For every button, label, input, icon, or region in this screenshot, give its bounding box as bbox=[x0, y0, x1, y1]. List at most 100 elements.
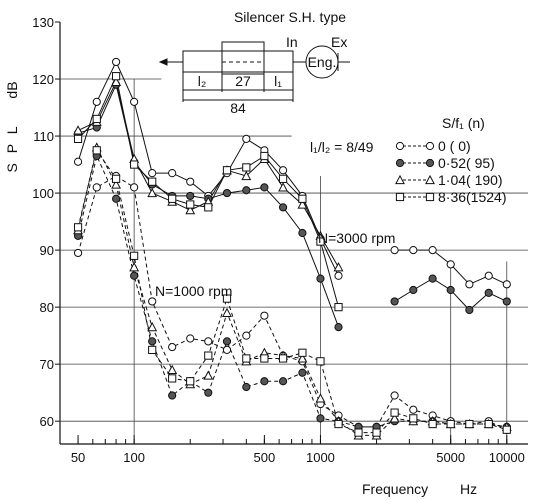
data-point bbox=[316, 357, 325, 366]
data-point bbox=[130, 271, 139, 280]
data-point bbox=[168, 169, 177, 178]
schematic-dim-l1: l₁ bbox=[274, 73, 282, 89]
data-point bbox=[73, 134, 83, 144]
y-tick-label: 60 bbox=[40, 414, 54, 429]
data-point bbox=[484, 271, 493, 280]
legend: S/f₁ (n) 0 ( 0)0·52( 95)1·04( 190)8·36(1… bbox=[395, 115, 507, 205]
data-point bbox=[111, 179, 122, 189]
data-point bbox=[148, 177, 157, 186]
data-point bbox=[278, 203, 288, 212]
legend-label: 8·36(1524) bbox=[438, 189, 507, 205]
data-point bbox=[147, 321, 158, 332]
x-tick-label: 10000 bbox=[489, 450, 525, 465]
schematic-dim-l2: l₂ bbox=[198, 73, 207, 89]
series-line bbox=[77, 149, 507, 434]
data-point bbox=[428, 246, 437, 255]
data-point bbox=[222, 294, 232, 303]
data-point bbox=[316, 414, 325, 423]
data-point bbox=[186, 191, 195, 201]
data-point bbox=[446, 285, 455, 295]
data-point bbox=[92, 183, 101, 192]
legend-label: 1·04( 190) bbox=[438, 172, 503, 188]
y-tick-label: 110 bbox=[33, 129, 54, 144]
data-point bbox=[484, 419, 493, 429]
data-point bbox=[278, 377, 288, 386]
y-axis-title: S P L bbox=[4, 124, 20, 173]
data-point bbox=[298, 228, 307, 238]
data-point bbox=[111, 57, 121, 67]
data-point bbox=[260, 354, 269, 363]
data-point bbox=[409, 405, 418, 414]
y-tick-label: 130 bbox=[32, 15, 54, 30]
chart-series bbox=[73, 57, 512, 440]
data-point bbox=[147, 187, 158, 198]
data-point bbox=[425, 192, 435, 202]
legend-label: 0 ( 0) bbox=[438, 138, 471, 154]
data-point bbox=[334, 322, 343, 332]
data-point bbox=[73, 248, 83, 258]
data-point bbox=[148, 169, 157, 178]
data-point bbox=[186, 200, 195, 209]
data-point bbox=[395, 174, 405, 185]
data-point bbox=[148, 337, 157, 346]
y-tick-label: 70 bbox=[40, 357, 54, 372]
data-point bbox=[502, 280, 511, 289]
data-point bbox=[186, 334, 195, 343]
data-point bbox=[389, 413, 400, 423]
data-point bbox=[148, 345, 157, 355]
data-point bbox=[428, 274, 437, 283]
data-point bbox=[278, 166, 288, 175]
high-speed-label: N=3000 rpm bbox=[318, 230, 395, 246]
chart-title: Silencer S.H. type bbox=[234, 9, 346, 25]
data-point bbox=[73, 157, 83, 166]
data-point bbox=[242, 134, 251, 144]
data-point bbox=[168, 391, 177, 400]
data-point bbox=[242, 331, 251, 340]
silencer-chamber bbox=[221, 41, 265, 75]
data-point bbox=[354, 428, 363, 437]
data-point bbox=[278, 174, 288, 183]
data-point bbox=[278, 354, 288, 363]
data-point bbox=[409, 414, 418, 423]
data-point bbox=[222, 188, 232, 198]
data-point bbox=[333, 262, 344, 272]
data-point bbox=[222, 337, 232, 346]
data-point bbox=[185, 205, 196, 215]
data-point bbox=[148, 297, 157, 306]
chart-ticks: 60 70 80 90 100 110 120 130 50 100 500 1000 5000 1000… bbox=[32, 15, 525, 465]
data-point bbox=[446, 260, 455, 269]
data-point bbox=[260, 183, 269, 192]
chart-grid bbox=[60, 78, 528, 444]
data-point bbox=[425, 158, 435, 168]
data-point bbox=[203, 370, 214, 380]
data-point bbox=[395, 141, 405, 151]
data-point bbox=[129, 262, 140, 272]
data-point bbox=[130, 183, 139, 192]
data-point bbox=[484, 288, 493, 297]
schematic-engine-label: Eng. bbox=[308, 54, 337, 70]
data-point bbox=[73, 223, 83, 232]
data-point bbox=[316, 237, 325, 246]
y-tick-label: 100 bbox=[32, 186, 54, 201]
data-point bbox=[92, 97, 101, 106]
legend-header: S/f₁ (n) bbox=[442, 115, 485, 131]
data-point bbox=[73, 125, 83, 135]
data-point bbox=[298, 194, 307, 203]
data-point bbox=[204, 351, 213, 360]
data-point bbox=[242, 163, 251, 172]
data-point bbox=[242, 186, 251, 195]
data-point bbox=[111, 76, 122, 86]
flow-arrowhead bbox=[158, 58, 168, 66]
x-tick-label: 500 bbox=[254, 450, 276, 465]
x-axis-title: Frequency bbox=[362, 481, 428, 497]
data-point bbox=[390, 246, 399, 255]
data-point bbox=[168, 342, 177, 352]
data-point bbox=[315, 393, 326, 403]
data-point bbox=[395, 158, 405, 168]
schematic-inlet-label: In bbox=[286, 34, 298, 50]
data-point bbox=[502, 425, 511, 434]
x-axis-unit: Hz bbox=[460, 481, 477, 497]
y-axis-unit: dB bbox=[4, 81, 20, 98]
series-line bbox=[77, 175, 508, 431]
